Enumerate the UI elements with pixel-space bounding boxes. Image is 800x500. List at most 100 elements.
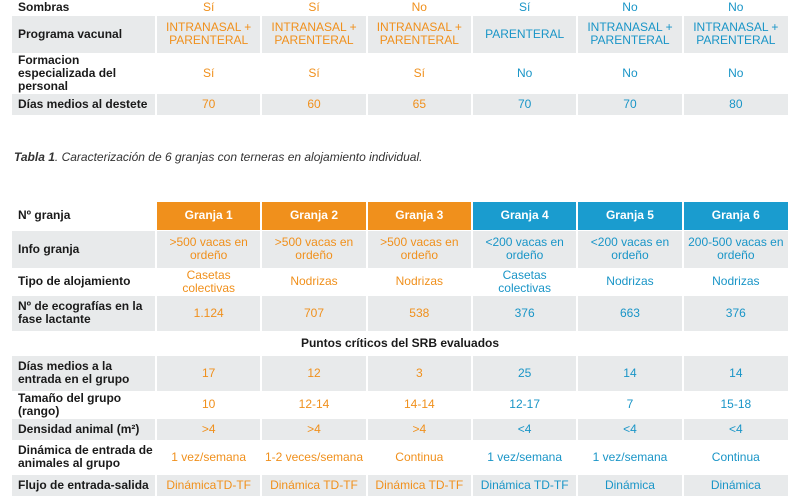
table-cell: No	[365, 0, 472, 16]
table-cell: 70	[154, 93, 262, 116]
table-row: Info granja >500 vacas en ordeño >500 vaca…	[12, 230, 788, 269]
farm-header: Granja 3	[365, 202, 472, 231]
farm-header: Granja 6	[681, 202, 788, 231]
header-row: Nº granja Granja 1 Granja 2 Granja 3 Granja …	[12, 202, 788, 231]
row-label: Info granja	[12, 230, 156, 269]
table-cell: Dinámica TD-TF	[260, 474, 367, 497]
table-cell: 80	[681, 93, 788, 116]
table-cell: No	[470, 53, 578, 94]
farm-header: Granja 5	[576, 202, 683, 231]
table-row: Dinámica de entrada de animales al grupo…	[12, 440, 788, 475]
table-row: Programa vacunal INTRANASAL + PARENTERAL I…	[12, 15, 788, 54]
table-cell: 25	[470, 355, 578, 392]
row-label: Nº de ecografías en la fase lactante	[12, 295, 156, 332]
table-cell: Dinámica	[681, 474, 788, 497]
table-cell: 15-18	[681, 391, 788, 419]
table-cell: Casetas colectivas	[154, 268, 262, 296]
table-cell: 12-17	[470, 391, 578, 419]
table-caption: Tabla 1. Caracterización de 6 granjas co…	[14, 150, 422, 164]
table-cell: DinámicaTD-TF	[154, 474, 262, 497]
table-cell: Sí	[470, 0, 578, 16]
table-cell: 65	[365, 93, 472, 116]
table-cell: No	[681, 0, 788, 16]
table-cell: >500 vacas en ordeño	[260, 230, 367, 269]
table-cell: 17	[154, 355, 262, 392]
table-cell: Dinámica TD-TF	[365, 474, 472, 497]
table-row: Días medios al destete 70 60 65 70 70 80	[12, 93, 788, 116]
table-cell: 14	[576, 355, 683, 392]
section-row: Puntos críticos del SRB evaluados	[12, 331, 788, 356]
table-cell: 200-500 vacas en ordeño	[681, 230, 788, 269]
table-cell: <4	[681, 418, 788, 441]
table-cell: 1 vez/semana	[154, 440, 262, 475]
table-cell: Sí	[365, 53, 472, 94]
table-cell: 1.124	[154, 295, 262, 332]
row-label: Días medios al destete	[12, 93, 156, 116]
table-cell: Sí	[154, 0, 262, 16]
table-row: Sombras Sí Sí No Sí No No	[12, 0, 788, 16]
table-row: Tamaño del grupo (rango) 10 12-14 14-14 12-1…	[12, 391, 788, 419]
table-row: Tipo de alojamiento Casetas colectivas Nod…	[12, 268, 788, 296]
table-cell: Nodrizas	[576, 268, 683, 296]
table-cell: INTRANASAL + PARENTERAL	[260, 15, 367, 54]
table-cell: Continua	[365, 440, 472, 475]
table-cell: >500 vacas en ordeño	[154, 230, 262, 269]
table-cell: 14	[681, 355, 788, 392]
row-label: Densidad animal (m²)	[12, 418, 156, 441]
table-cell: 14-14	[365, 391, 472, 419]
table-cell: Nodrizas	[260, 268, 367, 296]
row-label: Flujo de entrada-salida	[12, 474, 156, 497]
table-cell: Continua	[681, 440, 788, 475]
farm-header: Granja 1	[154, 202, 262, 231]
table-cell: 3	[365, 355, 472, 392]
row-label: Tipo de alojamiento	[12, 268, 156, 296]
farm-header: Granja 4	[470, 202, 578, 231]
table-cell: INTRANASAL + PARENTERAL	[154, 15, 262, 54]
table-cell: <4	[576, 418, 683, 441]
farm-header: Granja 2	[260, 202, 367, 231]
table-cell: 12-14	[260, 391, 367, 419]
table-cell: Sí	[260, 53, 367, 94]
table-row: Densidad animal (m²) >4 >4 >4 <4 <4 <4	[12, 418, 788, 441]
table-cell: 376	[470, 295, 578, 332]
table-cell: INTRANASAL + PARENTERAL	[365, 15, 472, 54]
table-cell: >4	[260, 418, 367, 441]
row-label: Sombras	[12, 0, 156, 16]
table-cell: 70	[470, 93, 578, 116]
table-cell: 1-2 veces/semana	[260, 440, 367, 475]
row-label: Dinámica de entrada de animales al grupo	[12, 440, 156, 475]
caption-text: . Caracterización de 6 granjas con terne…	[54, 150, 423, 164]
table-cell: 7	[576, 391, 683, 419]
table-cell: Sí	[154, 53, 262, 94]
table-cell: Nodrizas	[681, 268, 788, 296]
row-label: Formacion especializada del personal	[12, 53, 156, 94]
table-cell: 10	[154, 391, 262, 419]
table-cell: 70	[576, 93, 683, 116]
header-label: Nº granja	[12, 202, 156, 231]
table-cell: INTRANASAL + PARENTERAL	[681, 15, 788, 54]
table-cell: Sí	[260, 0, 367, 16]
table-cell: 538	[365, 295, 472, 332]
table-cell: 60	[260, 93, 367, 116]
table-cell: INTRANASAL + PARENTERAL	[576, 15, 683, 54]
table-cell: 1 vez/semana	[576, 440, 683, 475]
table-cell: <200 vacas en ordeño	[576, 230, 683, 269]
table-cell: Dinámica	[576, 474, 683, 497]
table-cell: 707	[260, 295, 367, 332]
table-cell: >500 vacas en ordeño	[365, 230, 472, 269]
table-cell: 663	[576, 295, 683, 332]
table-cell: No	[681, 53, 788, 94]
farms-table: Nº granja Granja 1 Granja 2 Granja 3 Granja …	[12, 202, 788, 497]
table-cell: 1 vez/semana	[470, 440, 578, 475]
table-cell: PARENTERAL	[470, 15, 578, 54]
table-row: Flujo de entrada-salida DinámicaTD-TF Diná…	[12, 474, 788, 497]
table-cell: No	[576, 0, 683, 16]
table-cell: <4	[470, 418, 578, 441]
row-label: Programa vacunal	[12, 15, 156, 54]
row-label: Días medios a la entrada en el grupo	[12, 355, 156, 392]
table-row: Nº de ecografías en la fase lactante 1.12…	[12, 295, 788, 332]
table-cell: Nodrizas	[365, 268, 472, 296]
row-label: Tamaño del grupo (rango)	[12, 391, 156, 419]
table-row: Días medios a la entrada en el grupo 17 12…	[12, 355, 788, 392]
table-cell: >4	[154, 418, 262, 441]
